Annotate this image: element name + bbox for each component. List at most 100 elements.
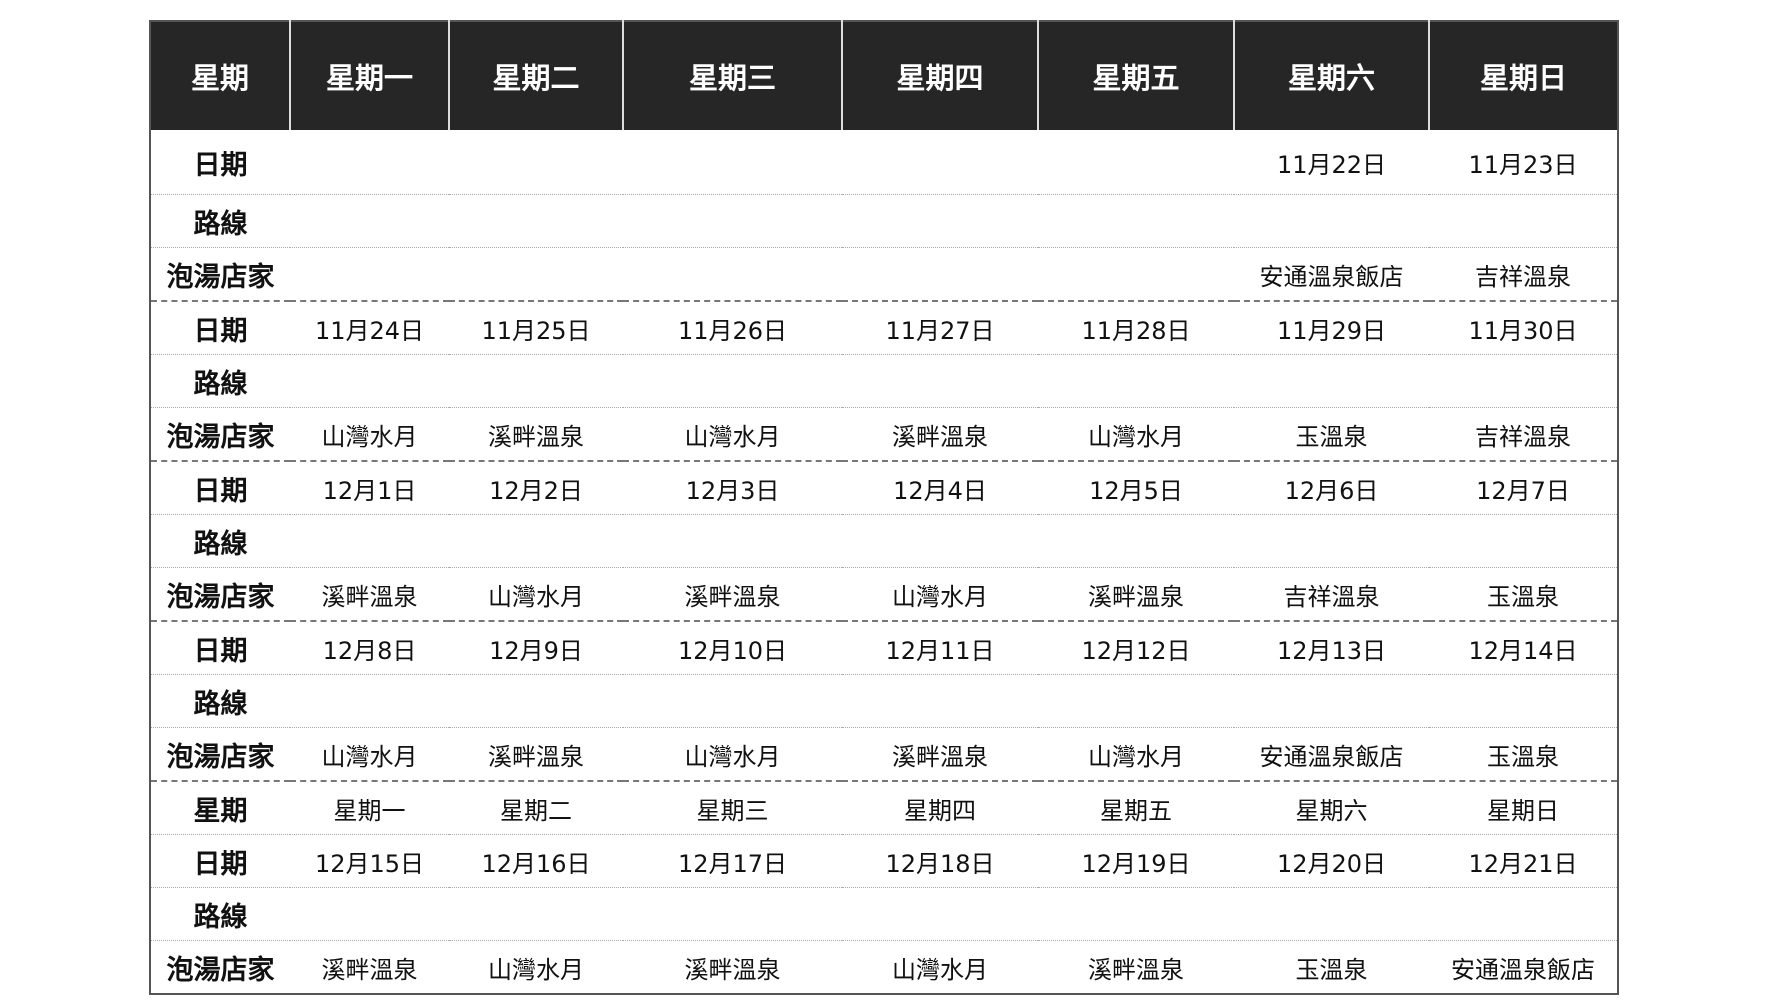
header-cell: 星期六 (1233, 21, 1429, 130)
table-cell (290, 887, 449, 941)
table-cell: 12月20日 (1234, 834, 1429, 888)
table-cell: 溪畔溫泉 (1038, 567, 1234, 621)
row-label: 泡湯店家 (150, 567, 290, 621)
table-cell (449, 354, 623, 408)
table-cell: 山灣水月 (449, 567, 623, 621)
table-row: 泡湯店家 山灣水月 溪畔溫泉 山灣水月 溪畔溫泉 山灣水月 安通溫泉飯店 玉溫泉 (150, 727, 1618, 781)
table-cell (1038, 247, 1234, 301)
table-cell: 星期四 (842, 780, 1038, 835)
row-label: 日期 (150, 834, 290, 888)
table-cell: 12月18日 (842, 834, 1038, 888)
table-cell: 星期五 (1038, 780, 1234, 835)
header-cell: 星期三 (622, 21, 842, 130)
row-label: 日期 (150, 620, 290, 675)
table-cell (1234, 514, 1429, 568)
row-label: 路線 (150, 887, 290, 941)
row-label: 泡湯店家 (150, 247, 290, 301)
table-cell: 12月5日 (1038, 460, 1234, 515)
row-label: 路線 (150, 674, 290, 728)
table-row: 路線 (150, 514, 1618, 568)
table-cell: 11月28日 (1038, 300, 1234, 355)
table-cell: 12月8日 (290, 620, 449, 675)
table-cell (842, 514, 1038, 568)
table-cell (842, 247, 1038, 301)
table-cell: 11月22日 (1276, 150, 1387, 179)
table-cell: 玉溫泉 (1234, 940, 1429, 994)
table-cell: 山灣水月 (623, 727, 842, 781)
table-cell (623, 247, 842, 301)
table-cell: 12月19日 (1038, 834, 1234, 888)
header-cell: 星期二 (448, 21, 623, 130)
row-label: 泡湯店家 (150, 727, 290, 781)
table-cell (623, 514, 842, 568)
table-cell (1038, 354, 1234, 408)
table-cell: 山灣水月 (1038, 407, 1234, 461)
table-row: 日期 11月22日 11月23日 (150, 130, 1618, 195)
table-row: 路線 (150, 354, 1618, 408)
row-label: 泡湯店家 (150, 407, 290, 461)
table-cell (290, 130, 449, 195)
table-cell: 星期日 (1429, 780, 1618, 835)
row-label: 路線 (150, 514, 290, 568)
table-cell: 山灣水月 (290, 727, 449, 781)
table-cell: 溪畔溫泉 (449, 407, 623, 461)
table-cell: 11月30日 (1429, 300, 1618, 355)
table-cell: 12月2日 (449, 460, 623, 515)
table-cell: 溪畔溫泉 (449, 727, 623, 781)
table-cell (1234, 354, 1429, 408)
table-cell (1038, 674, 1234, 728)
table-cell: 星期一 (290, 780, 449, 835)
table-cell (842, 354, 1038, 408)
table-cell: 11月27日 (842, 300, 1038, 355)
table-cell (1038, 887, 1234, 941)
table-cell (1038, 130, 1234, 195)
header-cell: 星期 (150, 21, 290, 130)
table-cell: 玉溫泉 (1429, 727, 1618, 781)
row-label: 日期 (150, 300, 290, 355)
table-cell: 11月23日 (1468, 150, 1578, 179)
table-row: 泡湯店家 溪畔溫泉 山灣水月 溪畔溫泉 山灣水月 溪畔溫泉 吉祥溫泉 玉溫泉 (150, 567, 1618, 621)
table-cell: 吉祥溫泉 (1429, 247, 1618, 301)
table-cell: 12月21日 (1429, 834, 1618, 888)
table-cell: 12月11日 (842, 620, 1038, 675)
table-cell: 山灣水月 (842, 940, 1038, 994)
row-label: 泡湯店家 (150, 940, 290, 994)
table-cell (1234, 194, 1429, 248)
table-cell: 溪畔溫泉 (623, 567, 842, 621)
table-cell (623, 887, 842, 941)
table-cell: 12月13日 (1234, 620, 1429, 675)
table-cell (1429, 514, 1618, 568)
header-cell: 星期一 (289, 21, 449, 130)
header-cell: 星期四 (841, 21, 1038, 130)
header-row: 星期 星期一 星期二 星期三 星期四 星期五 星期六 星期日 (150, 21, 1618, 130)
table-cell: 山灣水月 (290, 407, 449, 461)
table-cell (1234, 887, 1429, 941)
table-cell: 玉溫泉 (1429, 567, 1618, 621)
table-cell: 12月6日 (1234, 460, 1429, 515)
table-cell (1234, 674, 1429, 728)
table-cell: 12月4日 (842, 460, 1038, 515)
table-cell (449, 514, 623, 568)
table-cell: 安通溫泉飯店 (1234, 727, 1429, 781)
row-label: 路線 (150, 354, 290, 408)
table-cell (290, 247, 449, 301)
table-cell: 12月10日 (623, 620, 842, 675)
table-cell: 11月26日 (623, 300, 842, 355)
table-cell (1429, 887, 1618, 941)
table-cell (842, 674, 1038, 728)
table-cell (290, 674, 449, 728)
table-cell: 12月17日 (623, 834, 842, 888)
table-cell (1429, 674, 1618, 728)
table-cell (623, 130, 842, 195)
table-cell (290, 354, 449, 408)
table-cell (623, 194, 842, 248)
table-cell (842, 130, 1038, 195)
table-cell (1038, 514, 1234, 568)
table-row: 路線 (150, 887, 1618, 941)
table-cell: 山灣水月 (449, 940, 623, 994)
table-cell: 溪畔溫泉 (842, 727, 1038, 781)
table-cell: 溪畔溫泉 (842, 407, 1038, 461)
table-cell (1429, 354, 1618, 408)
table-cell: 星期二 (449, 780, 623, 835)
table-cell: 溪畔溫泉 (290, 940, 449, 994)
